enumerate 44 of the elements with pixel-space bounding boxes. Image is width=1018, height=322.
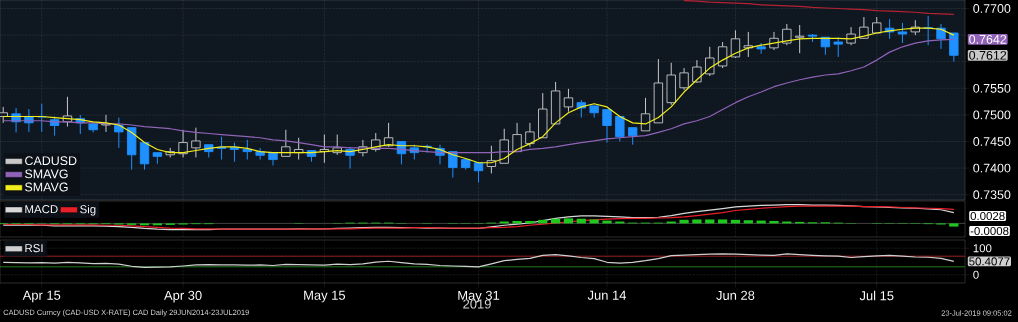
y-tick-label: 100 — [973, 244, 992, 253]
candlestick — [846, 26, 856, 46]
candlestick — [679, 67, 689, 91]
legend-label: RSI — [25, 244, 43, 253]
data-label: 50.4077 — [969, 257, 1010, 266]
candlestick — [126, 127, 137, 171]
candlestick — [640, 97, 651, 132]
x-tick-label: Apr 15 — [22, 290, 61, 303]
candlestick — [191, 127, 201, 158]
candlestick — [255, 147, 265, 161]
candlestick — [820, 36, 831, 56]
y-tick-label: 0.7350 — [973, 190, 1011, 200]
candlestick — [139, 142, 150, 171]
candlestick — [949, 32, 959, 63]
x-tick-label: May 15 — [304, 290, 346, 303]
candlestick — [473, 162, 484, 183]
legend-label: SMAVG — [25, 169, 68, 179]
candlestick — [525, 122, 535, 148]
x-tick-label: Apr 30 — [164, 290, 202, 303]
y-tick-label: 0.7450 — [973, 137, 1011, 146]
candlestick — [666, 62, 676, 106]
x-tick-label: Jun 14 — [587, 290, 627, 300]
x-tick-label: Jul 15 — [859, 290, 894, 301]
candlestick — [152, 152, 163, 165]
text: -0.0008 — [970, 226, 1009, 236]
legend-label: CADUSD — [25, 156, 77, 166]
candlestick — [178, 129, 188, 158]
y-tick-label: 0.7700 — [973, 4, 1011, 13]
legend-label: MACD — [25, 205, 58, 214]
x-tick-label: Jun 28 — [716, 290, 755, 300]
candlestick — [538, 92, 548, 139]
legend-label: Sig — [80, 204, 96, 216]
candlestick — [653, 58, 664, 124]
legend-label: SMAVG — [25, 182, 68, 192]
text: 0.0028 — [970, 211, 1005, 221]
y-tick-label: 0.7550 — [973, 83, 1011, 93]
candlestick — [589, 105, 599, 119]
y-tick-label: 0.7400 — [973, 163, 1011, 173]
text: 0.7612 — [969, 50, 1007, 60]
data-label: 0.7642 — [969, 34, 1007, 44]
candlestick — [268, 152, 278, 166]
candlestick — [602, 109, 612, 144]
y-tick-label: 0 — [973, 270, 979, 279]
y-tick-label: 0.7500 — [973, 110, 1011, 120]
